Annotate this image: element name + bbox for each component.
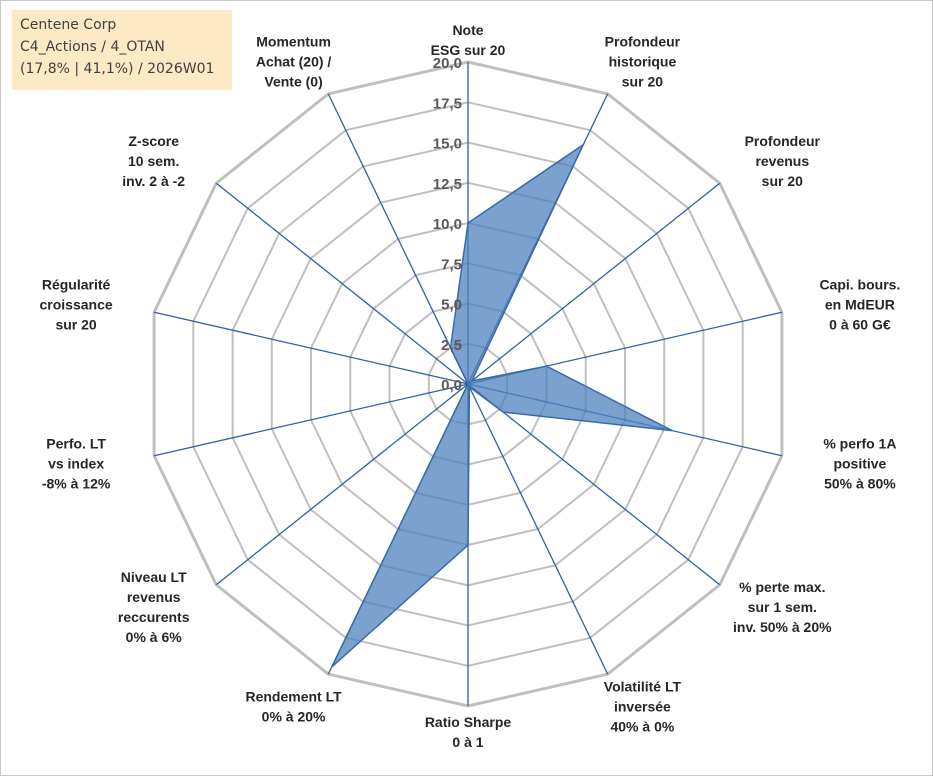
tick-label: 12,5 xyxy=(433,176,462,193)
axis-label-line: Rendement LT xyxy=(245,689,342,705)
axis-label-line: ESG sur 20 xyxy=(431,42,506,58)
axis-label-line: 40% à 0% xyxy=(610,719,674,735)
tick-label: 0,0 xyxy=(441,377,462,394)
spoke-13 xyxy=(327,93,469,385)
axis-label-line: Perfo. LT xyxy=(46,436,106,452)
title-portfolio: C4_Actions / 4_OTAN xyxy=(20,39,165,55)
axis-label-line: Ratio Sharpe xyxy=(425,714,512,730)
chart-title-box: Centene Corp C4_Actions / 4_OTAN (17,8% … xyxy=(12,10,232,90)
axis-label-1: Profondeur historique sur 20 xyxy=(605,34,681,90)
tick-label: 17,5 xyxy=(433,95,462,112)
spoke-10 xyxy=(153,383,469,457)
axis-label-6: Volatilité LT inversée 40% à 0% xyxy=(604,679,682,735)
spoke-11 xyxy=(153,311,469,385)
axis-label-line: Niveau LT xyxy=(121,569,187,585)
tick-label: 10,0 xyxy=(433,216,462,233)
axis-label-line: 0 à 60 G€ xyxy=(829,316,891,332)
radar-tick-labels: 0,0 2,5 5,0 7,5 10,0 12,5 15,0 17,5 20,0 xyxy=(433,55,462,394)
axis-label-line: 0% à 20% xyxy=(262,709,326,725)
axis-label-4: % perfo 1A positive 50% à 80% xyxy=(823,436,896,492)
axis-label-13: Momentum Achat (20) / Vente (0) xyxy=(256,34,332,90)
spoke-6 xyxy=(467,383,609,675)
axis-label-line: Volatilité LT xyxy=(604,679,682,695)
axis-label-line: reccurents xyxy=(118,609,190,625)
axis-label-5: % perte max. sur 1 sem. inv. 50% à 20% xyxy=(733,579,832,635)
axis-label-line: en MdEUR xyxy=(825,296,895,312)
axis-label-10: Perfo. LT vs index -8% à 12% xyxy=(42,436,111,492)
axis-label-line: revenus xyxy=(755,153,809,169)
axis-label-12: Z-score 10 sem. inv. 2 à -2 xyxy=(122,133,185,189)
axis-label-line: Momentum xyxy=(256,34,331,50)
axis-label-line: 0% à 6% xyxy=(126,629,183,645)
radar-axis-labels: Note ESG sur 20 Profondeur historique sur 20… xyxy=(40,22,901,750)
axis-label-line: -8% à 12% xyxy=(42,476,111,492)
axis-label-line: Vente (0) xyxy=(264,74,322,90)
axis-label-line: inversée xyxy=(614,699,671,715)
axis-label-9: Niveau LT revenus reccurents 0% à 6% xyxy=(118,569,190,645)
axis-label-line: sur 20 xyxy=(762,173,803,189)
tick-label: 20,0 xyxy=(433,55,462,72)
axis-label-line: 50% à 80% xyxy=(824,476,896,492)
tick-label: 15,0 xyxy=(433,136,462,153)
axis-label-line: inv. 2 à -2 xyxy=(122,173,185,189)
axis-label-line: Régularité xyxy=(42,276,111,292)
axis-label-line: vs index xyxy=(48,456,104,472)
axis-label-line: Capi. bours. xyxy=(819,276,900,292)
spoke-5 xyxy=(467,383,721,586)
axis-label-line: sur 1 sem. xyxy=(748,599,817,615)
axis-label-line: 10 sem. xyxy=(128,153,179,169)
axis-label-line: % perfo 1A xyxy=(823,436,896,452)
axis-label-line: Profondeur xyxy=(745,133,821,149)
radar-series xyxy=(331,142,673,668)
axis-label-line: historique xyxy=(609,54,677,70)
axis-label-line: sur 20 xyxy=(55,316,96,332)
axis-label-line: Note xyxy=(452,22,483,38)
axis-label-line: inv. 50% à 20% xyxy=(733,619,832,635)
axis-label-line: croissance xyxy=(40,296,113,312)
title-stats: (17,8% | 41,1%) / 2026W01 xyxy=(20,61,215,77)
axis-label-line: Profondeur xyxy=(605,34,681,50)
axis-label-line: Z-score xyxy=(128,133,179,149)
axis-label-7: Ratio Sharpe 0 à 1 xyxy=(425,714,512,750)
axis-label-11: Régularité croissance sur 20 xyxy=(40,276,113,332)
axis-label-line: 0 à 1 xyxy=(452,734,483,750)
tick-label: 7,5 xyxy=(441,256,462,273)
axis-label-8: Rendement LT 0% à 20% xyxy=(245,689,342,725)
spoke-9 xyxy=(215,383,469,586)
series-area xyxy=(331,142,673,668)
axis-label-0: Note ESG sur 20 xyxy=(431,22,506,58)
axis-label-3: Capi. bours. en MdEUR 0 à 60 G€ xyxy=(819,276,900,332)
axis-label-line: % perte max. xyxy=(739,579,825,595)
spoke-12 xyxy=(215,182,469,385)
tick-label: 2,5 xyxy=(441,337,462,354)
axis-label-line: revenus xyxy=(127,589,181,605)
axis-label-line: positive xyxy=(833,456,886,472)
axis-label-line: sur 20 xyxy=(622,74,663,90)
spoke-2 xyxy=(467,182,721,385)
axis-label-line: Achat (20) / xyxy=(256,54,332,70)
title-company: Centene Corp xyxy=(20,17,117,33)
axis-label-2: Profondeur revenus sur 20 xyxy=(745,133,821,189)
tick-label: 5,0 xyxy=(441,297,462,314)
